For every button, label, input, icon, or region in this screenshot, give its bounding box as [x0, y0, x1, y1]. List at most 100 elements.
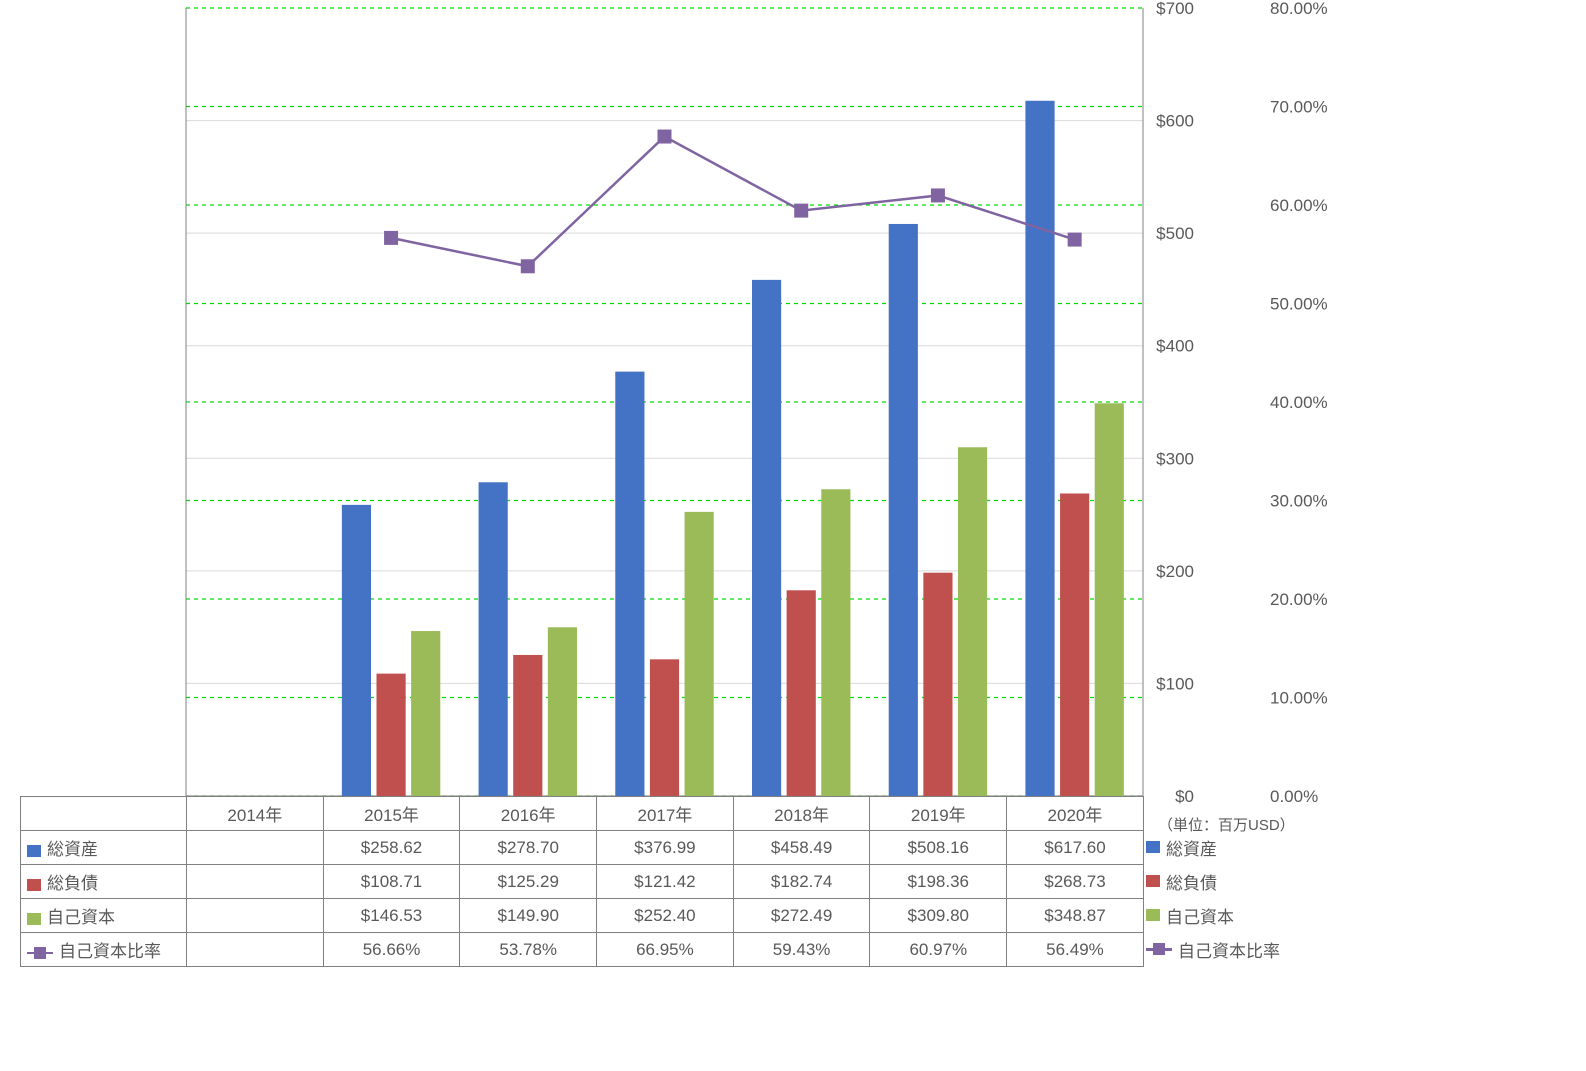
category-label: 2015年	[323, 797, 460, 831]
right-axis-tick: 10.00%	[1270, 689, 1328, 708]
bar-総負債	[923, 573, 952, 796]
series-header-自己資本: 自己資本	[21, 899, 187, 933]
bar-総負債	[1060, 493, 1089, 796]
left-axis-tick: $400	[1156, 337, 1194, 356]
right-axis-tick: 60.00%	[1270, 196, 1328, 215]
left-axis-tick: $600	[1156, 112, 1194, 131]
series-header-総資産: 総資産	[21, 831, 187, 865]
bar-総資産	[342, 505, 371, 796]
data-cell: 66.95%	[597, 933, 734, 967]
bar-総資産	[752, 280, 781, 796]
data-cell	[187, 831, 324, 865]
data-cell: $258.62	[323, 831, 460, 865]
table-row: 総資産 $258.62$278.70$376.99$458.49$508.16$6…	[21, 831, 1144, 865]
series-name: 総負債	[47, 874, 98, 893]
right-axis-tick: 30.00%	[1270, 492, 1328, 511]
bar-自己資本	[685, 512, 714, 796]
legend-label: 総負債	[1166, 869, 1217, 894]
marker-自己資本比率	[1068, 233, 1081, 246]
marker-自己資本比率	[931, 189, 944, 202]
series-name: 自己資本	[47, 908, 115, 927]
series-name: 総資産	[47, 840, 98, 859]
left-axis-tick: $700	[1156, 0, 1194, 18]
data-cell: $458.49	[733, 831, 870, 865]
table-header-row: 2014年2015年2016年2017年2018年2019年2020年	[21, 797, 1144, 831]
right-axis-tick: 70.00%	[1270, 98, 1328, 117]
right-axis-tick: 50.00%	[1270, 295, 1328, 314]
series-header-自己資本比率: 自己資本比率	[21, 933, 187, 967]
category-label: 2017年	[597, 797, 734, 831]
category-label: 2019年	[870, 797, 1007, 831]
bar-自己資本	[548, 627, 577, 796]
marker-自己資本比率	[795, 204, 808, 217]
data-cell: $268.73	[1007, 865, 1144, 899]
category-label: 2018年	[733, 797, 870, 831]
legend-item: 自己資本	[1146, 898, 1280, 932]
legend-item: 総負債	[1146, 864, 1280, 898]
data-cell: $617.60	[1007, 831, 1144, 865]
bar-総負債	[650, 659, 679, 796]
bar-総資産	[479, 482, 508, 796]
bar-総資産	[615, 372, 644, 796]
data-cell	[187, 899, 324, 933]
data-cell: $149.90	[460, 899, 597, 933]
left-axis-tick: $0	[1175, 787, 1194, 806]
data-cell: $508.16	[870, 831, 1007, 865]
right-axis-tick: 0.00%	[1270, 787, 1318, 806]
table-row: 自己資本 $146.53$149.90$252.40$272.49$309.80$…	[21, 899, 1144, 933]
left-axis-tick: $500	[1156, 224, 1194, 243]
data-cell: 53.78%	[460, 933, 597, 967]
data-table: 2014年2015年2016年2017年2018年2019年2020年総資産 $2…	[20, 796, 1144, 967]
data-cell: $376.99	[597, 831, 734, 865]
category-label: 2014年	[187, 797, 324, 831]
data-cell: $272.49	[733, 899, 870, 933]
marker-自己資本比率	[658, 130, 671, 143]
left-axis-tick: $200	[1156, 562, 1194, 581]
marker-自己資本比率	[521, 260, 534, 273]
left-axis-tick: $100	[1156, 674, 1194, 693]
legend-label: 総資産	[1166, 835, 1217, 860]
data-cell: $198.36	[870, 865, 1007, 899]
data-cell	[187, 865, 324, 899]
data-cell: 56.66%	[323, 933, 460, 967]
bar-総資産	[1025, 101, 1054, 796]
table-row: 自己資本比率 56.66%53.78%66.95%59.43%60.97%56.4…	[21, 933, 1144, 967]
category-label: 2020年	[1007, 797, 1144, 831]
bar-自己資本	[1095, 403, 1124, 796]
right-axis-tick: 80.00%	[1270, 0, 1328, 18]
data-cell: $146.53	[323, 899, 460, 933]
data-cell: 60.97%	[870, 933, 1007, 967]
data-cell	[187, 933, 324, 967]
series-header-総負債: 総負債	[21, 865, 187, 899]
data-cell: $278.70	[460, 831, 597, 865]
legend-label: 自己資本比率	[1178, 937, 1280, 962]
bar-総負債	[787, 590, 816, 796]
data-cell: $108.71	[323, 865, 460, 899]
bar-自己資本	[958, 447, 987, 796]
marker-自己資本比率	[385, 231, 398, 244]
data-cell: $348.87	[1007, 899, 1144, 933]
bar-自己資本	[411, 631, 440, 796]
data-cell: $121.42	[597, 865, 734, 899]
legend-item: 総資産	[1146, 830, 1280, 864]
data-cell: 56.49%	[1007, 933, 1144, 967]
data-cell: $125.29	[460, 865, 597, 899]
table-corner-cell	[21, 797, 187, 831]
table-row: 総負債 $108.71$125.29$121.42$182.74$198.36$2…	[21, 865, 1144, 899]
data-cell: $252.40	[597, 899, 734, 933]
series-name: 自己資本比率	[59, 942, 161, 961]
category-label: 2016年	[460, 797, 597, 831]
right-axis-tick: 40.00%	[1270, 393, 1328, 412]
bar-自己資本	[821, 489, 850, 796]
bar-総負債	[513, 655, 542, 796]
data-cell: $309.80	[870, 899, 1007, 933]
legend-label: 自己資本	[1166, 903, 1234, 928]
data-cell: 59.43%	[733, 933, 870, 967]
left-axis-tick: $300	[1156, 449, 1194, 468]
bar-総負債	[376, 674, 405, 796]
legend-item: 自己資本比率	[1146, 932, 1280, 966]
right-axis-tick: 20.00%	[1270, 590, 1328, 609]
bar-総資産	[889, 224, 918, 796]
data-cell: $182.74	[733, 865, 870, 899]
legend: 総資産総負債自己資本 自己資本比率	[1146, 830, 1280, 966]
